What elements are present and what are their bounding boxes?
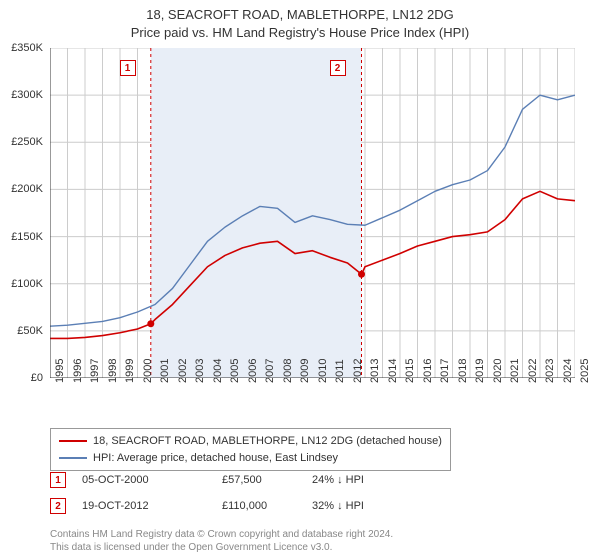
marker-price-1: £57,500 — [222, 474, 312, 486]
y-tick-label: £50K — [17, 325, 43, 337]
x-tick-label: 2018 — [457, 359, 469, 383]
marker-row-2: 2 19-OCT-2012 £110,000 32% ↓ HPI — [50, 498, 432, 514]
y-tick-label: £0 — [31, 372, 43, 384]
chart-marker-box-1: 1 — [120, 60, 136, 76]
marker-diff-2: 32% ↓ HPI — [312, 500, 432, 512]
x-tick-label: 2009 — [299, 359, 311, 383]
title-line-2: Price paid vs. HM Land Registry's House … — [0, 24, 600, 42]
x-tick-label: 2003 — [194, 359, 206, 383]
x-tick-label: 1998 — [107, 359, 119, 383]
x-tick-label: 2020 — [492, 359, 504, 383]
marker-date-1: 05-OCT-2000 — [66, 474, 222, 486]
title-line-1: 18, SEACROFT ROAD, MABLETHORPE, LN12 2DG — [0, 6, 600, 24]
marker-price-2: £110,000 — [222, 500, 312, 512]
x-tick-label: 2012 — [352, 359, 364, 383]
x-tick-label: 2011 — [334, 359, 346, 383]
x-tick-label: 2000 — [142, 359, 154, 383]
y-tick-label: £150K — [11, 231, 43, 243]
footer-line-2: This data is licensed under the Open Gov… — [50, 541, 393, 554]
x-tick-label: 2025 — [579, 359, 591, 383]
x-tick-label: 2004 — [212, 359, 224, 383]
y-tick-label: £300K — [11, 89, 43, 101]
x-tick-label: 1995 — [54, 359, 66, 383]
legend-panel: 18, SEACROFT ROAD, MABLETHORPE, LN12 2DG… — [50, 428, 451, 471]
x-tick-label: 1997 — [89, 359, 101, 383]
x-tick-label: 2007 — [264, 359, 276, 383]
x-tick-label: 2001 — [159, 359, 171, 383]
x-tick-label: 2019 — [474, 359, 486, 383]
x-tick-label: 2002 — [177, 359, 189, 383]
legend-swatch-1 — [59, 440, 87, 442]
x-tick-label: 1996 — [72, 359, 84, 383]
legend-label-1: 18, SEACROFT ROAD, MABLETHORPE, LN12 2DG… — [93, 433, 442, 450]
x-tick-label: 2022 — [527, 359, 539, 383]
y-tick-label: £350K — [11, 42, 43, 54]
x-tick-label: 2014 — [387, 359, 399, 383]
x-tick-label: 2017 — [439, 359, 451, 383]
x-tick-label: 2005 — [229, 359, 241, 383]
legend-row-2: HPI: Average price, detached house, East… — [59, 450, 442, 467]
y-tick-label: £250K — [11, 136, 43, 148]
x-tick-label: 2023 — [544, 359, 556, 383]
marker-diff-1: 24% ↓ HPI — [312, 474, 432, 486]
legend-swatch-2 — [59, 457, 87, 459]
y-tick-label: £100K — [11, 278, 43, 290]
x-tick-label: 2016 — [422, 359, 434, 383]
marker-box-1: 1 — [50, 472, 66, 488]
x-tick-label: 2008 — [282, 359, 294, 383]
chart-area: £0£50K£100K£150K£200K£250K£300K£350K 199… — [50, 48, 575, 378]
chart-marker-box-2: 2 — [330, 60, 346, 76]
marker-box-2: 2 — [50, 498, 66, 514]
x-tick-label: 2024 — [562, 359, 574, 383]
x-tick-label: 2021 — [509, 359, 521, 383]
y-tick-label: £200K — [11, 183, 43, 195]
title-block: 18, SEACROFT ROAD, MABLETHORPE, LN12 2DG… — [0, 0, 600, 41]
legend-row-1: 18, SEACROFT ROAD, MABLETHORPE, LN12 2DG… — [59, 433, 442, 450]
x-tick-label: 1999 — [124, 359, 136, 383]
legend-label-2: HPI: Average price, detached house, East… — [93, 450, 338, 467]
x-tick-label: 2010 — [317, 359, 329, 383]
x-tick-label: 2013 — [369, 359, 381, 383]
marker-date-2: 19-OCT-2012 — [66, 500, 222, 512]
footer-line-1: Contains HM Land Registry data © Crown c… — [50, 528, 393, 541]
marker-row-1: 1 05-OCT-2000 £57,500 24% ↓ HPI — [50, 472, 432, 488]
x-tick-label: 2006 — [247, 359, 259, 383]
chart-svg — [50, 48, 575, 378]
x-tick-label: 2015 — [404, 359, 416, 383]
footer: Contains HM Land Registry data © Crown c… — [50, 528, 393, 554]
figure-container: 18, SEACROFT ROAD, MABLETHORPE, LN12 2DG… — [0, 0, 600, 560]
